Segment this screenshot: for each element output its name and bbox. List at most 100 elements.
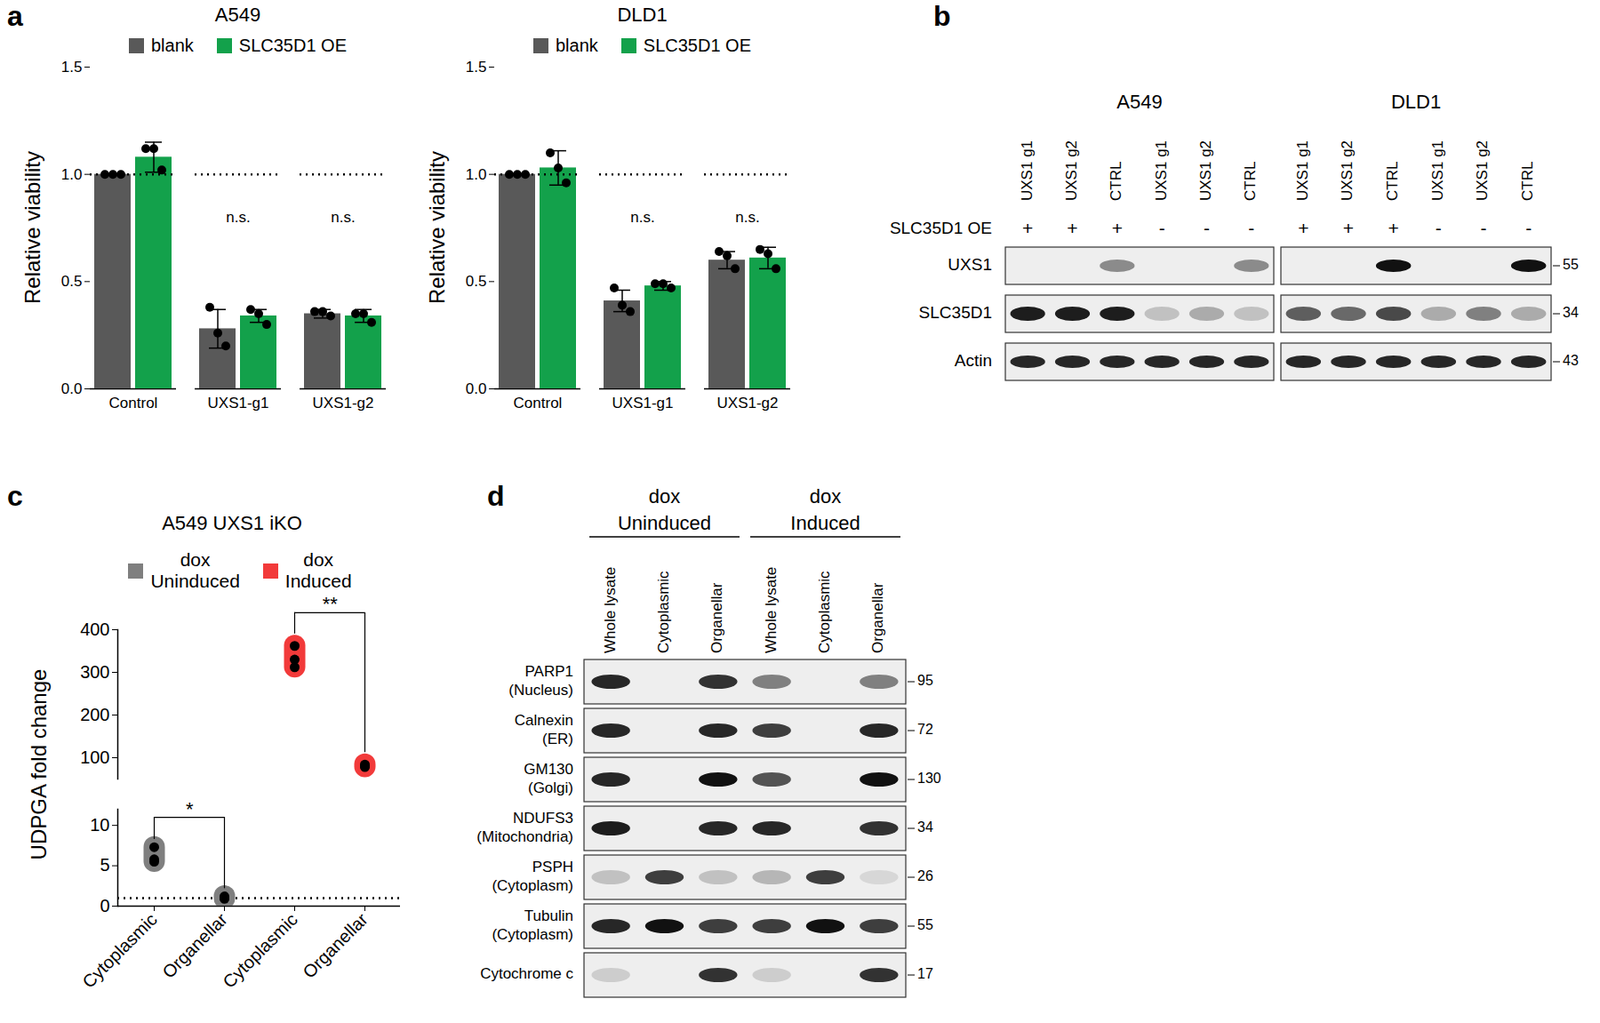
svg-text:+: + xyxy=(1388,217,1400,239)
svg-text:-: - xyxy=(1435,217,1442,239)
html-text:Relative viability: Relative viability xyxy=(424,151,449,304)
svg-text:1.0: 1.0 xyxy=(465,166,488,184)
svg-text:72: 72 xyxy=(917,721,934,737)
svg-text:100: 100 xyxy=(80,747,110,768)
svg-text:0.5: 0.5 xyxy=(61,272,83,290)
svg-text:+: + xyxy=(1022,217,1033,239)
svg-text:Cytoplasmic: Cytoplasmic xyxy=(218,909,302,992)
svg-text:UXS1 g1: UXS1 g1 xyxy=(1429,140,1447,201)
svg-text:UXS1 g1: UXS1 g1 xyxy=(1018,140,1036,201)
svg-text:Induced: Induced xyxy=(790,512,860,535)
svg-text:Organellar: Organellar xyxy=(158,909,232,983)
svg-text:(Mitochondria): (Mitochondria) xyxy=(476,828,574,846)
svg-text:UXS1 g1: UXS1 g1 xyxy=(1294,140,1312,201)
svg-text:UXS1: UXS1 xyxy=(947,255,992,274)
svg-text:(ER): (ER) xyxy=(542,730,574,748)
svg-text:0.5: 0.5 xyxy=(465,272,488,290)
svg-text:300: 300 xyxy=(80,662,110,682)
svg-text:UXS1-g1: UXS1-g1 xyxy=(208,394,270,412)
html-text:Relative viability: Relative viability xyxy=(20,151,45,304)
html-text:A549: A549 xyxy=(214,3,261,26)
svg-text:UXS1-g2: UXS1-g2 xyxy=(717,394,779,412)
svg-text:95: 95 xyxy=(917,672,934,688)
svg-text:SLC35D1: SLC35D1 xyxy=(919,303,992,322)
svg-text:Calnexin: Calnexin xyxy=(514,712,574,729)
svg-text:NDUFS3: NDUFS3 xyxy=(512,809,574,827)
svg-text:-: - xyxy=(1248,217,1255,239)
svg-text:**: ** xyxy=(322,592,339,616)
svg-text:Organellar: Organellar xyxy=(298,909,372,983)
html-text:A549 UXS1 iKO: A549 UXS1 iKO xyxy=(161,512,303,535)
svg-text:-: - xyxy=(1525,217,1532,239)
svg-text:400: 400 xyxy=(80,619,110,640)
svg-text:1.0: 1.0 xyxy=(61,166,83,184)
svg-text:5: 5 xyxy=(99,855,110,875)
svg-text:1.5: 1.5 xyxy=(465,58,488,76)
svg-text:Whole lysate: Whole lysate xyxy=(601,567,619,654)
svg-text:Control: Control xyxy=(109,394,159,412)
svg-text:-: - xyxy=(1203,217,1210,239)
svg-text:26: 26 xyxy=(917,868,934,884)
svg-text:130: 130 xyxy=(917,770,942,786)
svg-text:n.s.: n.s. xyxy=(330,208,355,226)
svg-text:Whole lysate: Whole lysate xyxy=(762,567,780,654)
svg-text:CTRL: CTRL xyxy=(1384,161,1401,201)
svg-text:Control: Control xyxy=(513,394,563,412)
svg-text:55: 55 xyxy=(1562,256,1579,272)
svg-text:A549: A549 xyxy=(1116,90,1162,113)
svg-text:dox: dox xyxy=(809,485,841,508)
svg-text:n.s.: n.s. xyxy=(630,208,655,226)
svg-text:Actin: Actin xyxy=(954,351,992,370)
svg-text:CTRL: CTRL xyxy=(1107,161,1125,201)
svg-text:200: 200 xyxy=(80,704,110,725)
svg-text:Tubulin: Tubulin xyxy=(524,907,574,925)
svg-text:-: - xyxy=(1480,217,1488,239)
svg-text:17: 17 xyxy=(917,966,934,982)
svg-text:Organellar: Organellar xyxy=(708,582,726,654)
svg-text:34: 34 xyxy=(1562,304,1579,320)
svg-text:Cytoplasmic: Cytoplasmic xyxy=(816,570,833,654)
html-text:DLD1: DLD1 xyxy=(617,3,668,26)
svg-text:UXS1 g2: UXS1 g2 xyxy=(1338,140,1356,201)
svg-text:0.0: 0.0 xyxy=(465,380,488,398)
svg-text:+: + xyxy=(1112,217,1123,239)
svg-text:*: * xyxy=(185,798,194,821)
svg-text:(Nucleus): (Nucleus) xyxy=(508,681,574,699)
svg-text:Uninduced: Uninduced xyxy=(617,512,712,535)
svg-text:SLC35D1 OE: SLC35D1 OE xyxy=(889,218,992,238)
svg-text:+: + xyxy=(1066,217,1078,239)
svg-text:Cytoplasmic: Cytoplasmic xyxy=(655,570,672,654)
svg-text:0: 0 xyxy=(99,896,110,916)
svg-text:UXS1 g2: UXS1 g2 xyxy=(1473,140,1491,201)
svg-text:UXS1-g2: UXS1-g2 xyxy=(312,394,375,412)
svg-text:(Cytoplasm): (Cytoplasm) xyxy=(491,877,574,895)
svg-text:CTRL: CTRL xyxy=(1241,161,1259,201)
svg-text:55: 55 xyxy=(917,917,934,933)
svg-text:43: 43 xyxy=(1562,352,1579,368)
svg-text:CTRL: CTRL xyxy=(1519,161,1536,201)
svg-text:(Cytoplasm): (Cytoplasm) xyxy=(491,926,574,944)
svg-text:dox: dox xyxy=(648,485,680,508)
svg-text:0.0: 0.0 xyxy=(61,380,83,398)
svg-text:1.5: 1.5 xyxy=(61,58,83,76)
svg-text:Organellar: Organellar xyxy=(869,582,887,654)
svg-text:UXS1 g2: UXS1 g2 xyxy=(1197,140,1215,201)
svg-text:GM130: GM130 xyxy=(523,760,574,778)
svg-text:PSPH: PSPH xyxy=(532,858,574,876)
svg-text:UXS1-g1: UXS1-g1 xyxy=(612,394,674,412)
svg-text:n.s.: n.s. xyxy=(225,208,250,226)
svg-text:34: 34 xyxy=(917,819,934,835)
svg-text:10: 10 xyxy=(89,815,110,835)
svg-text:Cytoplasmic: Cytoplasmic xyxy=(78,909,161,992)
svg-text:+: + xyxy=(1343,217,1354,239)
svg-text:(Golgi): (Golgi) xyxy=(528,779,574,797)
svg-text:DLD1: DLD1 xyxy=(1391,90,1441,113)
svg-text:-: - xyxy=(1159,217,1166,239)
svg-text:UXS1 g2: UXS1 g2 xyxy=(1063,140,1080,201)
svg-text:+: + xyxy=(1297,217,1309,239)
svg-text:Cytochrome c: Cytochrome c xyxy=(480,965,574,983)
html-text:UDPGA fold change: UDPGA fold change xyxy=(26,668,51,860)
svg-text:PARP1: PARP1 xyxy=(525,663,575,680)
svg-text:n.s.: n.s. xyxy=(735,208,760,226)
svg-text:UXS1 g1: UXS1 g1 xyxy=(1152,140,1170,201)
